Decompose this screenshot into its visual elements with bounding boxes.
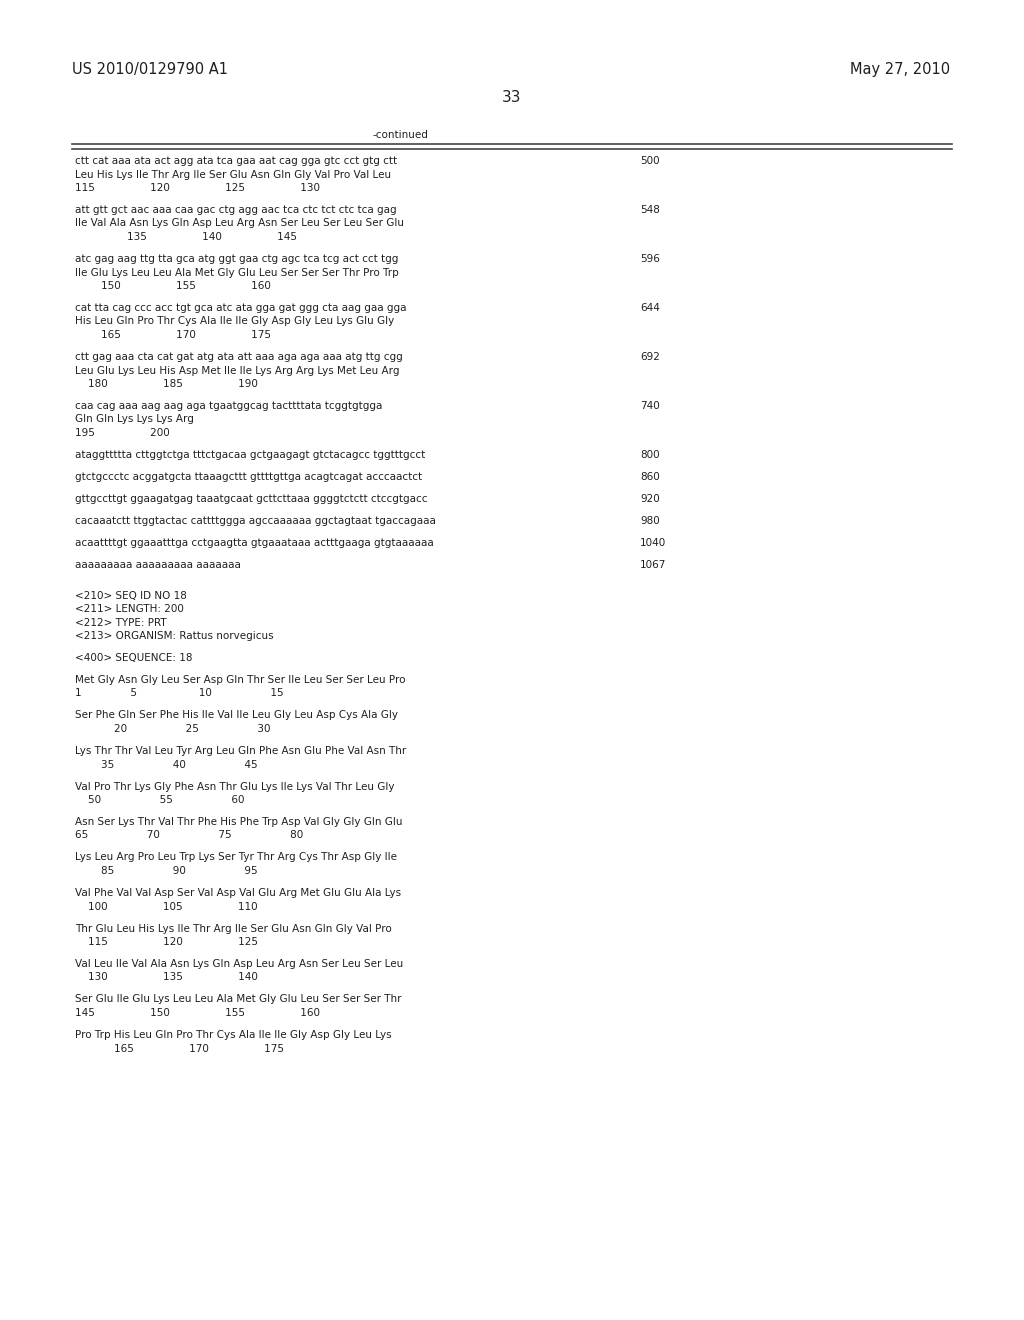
Text: 33: 33	[502, 90, 522, 106]
Text: Leu Glu Lys Leu His Asp Met Ile Ile Lys Arg Arg Lys Met Leu Arg: Leu Glu Lys Leu His Asp Met Ile Ile Lys …	[75, 366, 399, 375]
Text: 135                 140                 145: 135 140 145	[75, 232, 297, 242]
Text: 100                 105                 110: 100 105 110	[75, 902, 258, 912]
Text: 800: 800	[640, 450, 659, 459]
Text: Lys Thr Thr Val Leu Tyr Arg Leu Gln Phe Asn Glu Phe Val Asn Thr: Lys Thr Thr Val Leu Tyr Arg Leu Gln Phe …	[75, 746, 407, 756]
Text: cat tta cag ccc acc tgt gca atc ata gga gat ggg cta aag gaa gga: cat tta cag ccc acc tgt gca atc ata gga …	[75, 304, 407, 313]
Text: 692: 692	[640, 352, 659, 362]
Text: Leu His Lys Ile Thr Arg Ile Ser Glu Asn Gln Gly Val Pro Val Leu: Leu His Lys Ile Thr Arg Ile Ser Glu Asn …	[75, 169, 391, 180]
Text: Thr Glu Leu His Lys Ile Thr Arg Ile Ser Glu Asn Gln Gly Val Pro: Thr Glu Leu His Lys Ile Thr Arg Ile Ser …	[75, 924, 392, 933]
Text: ctt cat aaa ata act agg ata tca gaa aat cag gga gtc cct gtg ctt: ctt cat aaa ata act agg ata tca gaa aat …	[75, 156, 397, 166]
Text: Gln Gln Lys Lys Lys Arg: Gln Gln Lys Lys Lys Arg	[75, 414, 194, 425]
Text: 740: 740	[640, 401, 659, 411]
Text: -continued: -continued	[372, 129, 428, 140]
Text: 65                  70                  75                  80: 65 70 75 80	[75, 830, 303, 841]
Text: Val Pro Thr Lys Gly Phe Asn Thr Glu Lys Ile Lys Val Thr Leu Gly: Val Pro Thr Lys Gly Phe Asn Thr Glu Lys …	[75, 781, 394, 792]
Text: <210> SEQ ID NO 18: <210> SEQ ID NO 18	[75, 590, 186, 601]
Text: 596: 596	[640, 253, 659, 264]
Text: acaattttgt ggaaatttga cctgaagtta gtgaaataaa actttgaaga gtgtaaaaaa: acaattttgt ggaaatttga cctgaagtta gtgaaat…	[75, 539, 434, 548]
Text: <212> TYPE: PRT: <212> TYPE: PRT	[75, 618, 167, 627]
Text: gtctgccctc acggatgcta ttaaagcttt gttttgttga acagtcagat acccaactct: gtctgccctc acggatgcta ttaaagcttt gttttgt…	[75, 473, 422, 482]
Text: His Leu Gln Pro Thr Cys Ala Ile Ile Gly Asp Gly Leu Lys Glu Gly: His Leu Gln Pro Thr Cys Ala Ile Ile Gly …	[75, 317, 394, 326]
Text: Lys Leu Arg Pro Leu Trp Lys Ser Tyr Thr Arg Cys Thr Asp Gly Ile: Lys Leu Arg Pro Leu Trp Lys Ser Tyr Thr …	[75, 853, 397, 862]
Text: 1               5                   10                  15: 1 5 10 15	[75, 689, 284, 698]
Text: <213> ORGANISM: Rattus norvegicus: <213> ORGANISM: Rattus norvegicus	[75, 631, 273, 642]
Text: 145                 150                 155                 160: 145 150 155 160	[75, 1008, 319, 1018]
Text: 165                 170                 175: 165 170 175	[75, 1044, 284, 1053]
Text: Asn Ser Lys Thr Val Thr Phe His Phe Trp Asp Val Gly Gly Gln Glu: Asn Ser Lys Thr Val Thr Phe His Phe Trp …	[75, 817, 402, 828]
Text: ctt gag aaa cta cat gat atg ata att aaa aga aga aaa atg ttg cgg: ctt gag aaa cta cat gat atg ata att aaa …	[75, 352, 402, 362]
Text: aaaaaaaaa aaaaaaaaa aaaaaaa: aaaaaaaaa aaaaaaaaa aaaaaaa	[75, 560, 241, 570]
Text: att gtt gct aac aaa caa gac ctg agg aac tca ctc tct ctc tca gag: att gtt gct aac aaa caa gac ctg agg aac …	[75, 205, 396, 215]
Text: Ile Val Ala Asn Lys Gln Asp Leu Arg Asn Ser Leu Ser Leu Ser Glu: Ile Val Ala Asn Lys Gln Asp Leu Arg Asn …	[75, 219, 404, 228]
Text: Met Gly Asn Gly Leu Ser Asp Gln Thr Ser Ile Leu Ser Ser Leu Pro: Met Gly Asn Gly Leu Ser Asp Gln Thr Ser …	[75, 675, 406, 685]
Text: atc gag aag ttg tta gca atg ggt gaa ctg agc tca tcg act cct tgg: atc gag aag ttg tta gca atg ggt gaa ctg …	[75, 253, 398, 264]
Text: 115                 120                 125                 130: 115 120 125 130	[75, 183, 319, 193]
Text: 85                  90                  95: 85 90 95	[75, 866, 258, 876]
Text: gttgccttgt ggaagatgag taaatgcaat gcttcttaaa ggggtctctt ctccgtgacc: gttgccttgt ggaagatgag taaatgcaat gcttctt…	[75, 494, 427, 504]
Text: 50                  55                  60: 50 55 60	[75, 795, 245, 805]
Text: 980: 980	[640, 516, 659, 525]
Text: May 27, 2010: May 27, 2010	[850, 62, 950, 77]
Text: 195                 200: 195 200	[75, 428, 170, 438]
Text: 180                 185                 190: 180 185 190	[75, 379, 258, 389]
Text: Val Phe Val Val Asp Ser Val Asp Val Glu Arg Met Glu Glu Ala Lys: Val Phe Val Val Asp Ser Val Asp Val Glu …	[75, 888, 401, 898]
Text: <211> LENGTH: 200: <211> LENGTH: 200	[75, 605, 184, 614]
Text: Ile Glu Lys Leu Leu Ala Met Gly Glu Leu Ser Ser Ser Thr Pro Trp: Ile Glu Lys Leu Leu Ala Met Gly Glu Leu …	[75, 268, 398, 277]
Text: US 2010/0129790 A1: US 2010/0129790 A1	[72, 62, 228, 77]
Text: 1067: 1067	[640, 560, 667, 570]
Text: 130                 135                 140: 130 135 140	[75, 973, 258, 982]
Text: 548: 548	[640, 205, 659, 215]
Text: 644: 644	[640, 304, 659, 313]
Text: 500: 500	[640, 156, 659, 166]
Text: 165                 170                 175: 165 170 175	[75, 330, 271, 341]
Text: 150                 155                 160: 150 155 160	[75, 281, 271, 290]
Text: ataggttttta cttggtctga tttctgacaa gctgaagagt gtctacagcc tggtttgcct: ataggttttta cttggtctga tttctgacaa gctgaa…	[75, 450, 425, 459]
Text: caa cag aaa aag aag aga tgaatggcag tacttttata tcggtgtgga: caa cag aaa aag aag aga tgaatggcag tactt…	[75, 401, 382, 411]
Text: 1040: 1040	[640, 539, 667, 548]
Text: Val Leu Ile Val Ala Asn Lys Gln Asp Leu Arg Asn Ser Leu Ser Leu: Val Leu Ile Val Ala Asn Lys Gln Asp Leu …	[75, 960, 403, 969]
Text: 860: 860	[640, 473, 659, 482]
Text: 920: 920	[640, 494, 659, 504]
Text: 20                  25                  30: 20 25 30	[75, 723, 270, 734]
Text: 115                 120                 125: 115 120 125	[75, 937, 258, 946]
Text: <400> SEQUENCE: 18: <400> SEQUENCE: 18	[75, 653, 193, 663]
Text: Ser Phe Gln Ser Phe His Ile Val Ile Leu Gly Leu Asp Cys Ala Gly: Ser Phe Gln Ser Phe His Ile Val Ile Leu …	[75, 710, 398, 721]
Text: Pro Trp His Leu Gln Pro Thr Cys Ala Ile Ile Gly Asp Gly Leu Lys: Pro Trp His Leu Gln Pro Thr Cys Ala Ile …	[75, 1030, 391, 1040]
Text: 35                  40                  45: 35 40 45	[75, 759, 258, 770]
Text: cacaaatctt ttggtactac cattttggga agccaaaaaa ggctagtaat tgaccagaaa: cacaaatctt ttggtactac cattttggga agccaaa…	[75, 516, 436, 525]
Text: Ser Glu Ile Glu Lys Leu Leu Ala Met Gly Glu Leu Ser Ser Ser Thr: Ser Glu Ile Glu Lys Leu Leu Ala Met Gly …	[75, 994, 401, 1005]
